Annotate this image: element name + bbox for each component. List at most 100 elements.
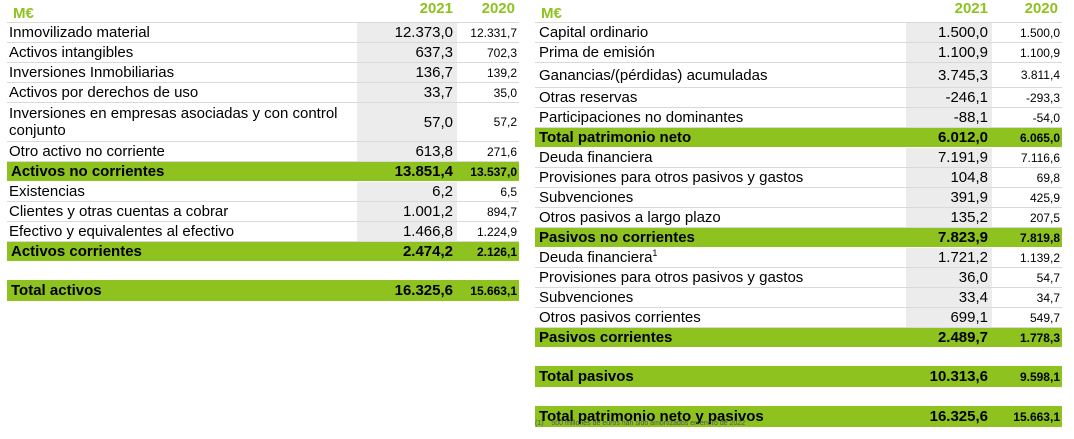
value-2021: -246,1 bbox=[906, 88, 992, 107]
liabilities-header-row: M€ 2021 2020 bbox=[535, 0, 1062, 23]
value-2020: 54,7 bbox=[1036, 270, 1060, 285]
value-2021: 2.474,2 bbox=[402, 243, 453, 260]
table-row: Inversiones Inmobiliarias 136,7 139,2 bbox=[7, 63, 519, 83]
row-label: Pasivos no corrientes bbox=[539, 229, 695, 246]
value-2021: 7.823,9 bbox=[937, 229, 988, 246]
row-label: Existencias bbox=[9, 183, 85, 200]
value-2021: 3.745,3 bbox=[906, 63, 992, 87]
year-2020-header: 2020 bbox=[481, 0, 515, 17]
value-2021: 36,0 bbox=[906, 268, 992, 287]
value-2021: 135,2 bbox=[906, 208, 992, 227]
value-2021: 613,8 bbox=[357, 142, 457, 161]
row-label: Pasivos corrientes bbox=[539, 329, 673, 346]
value-2020: 894,7 bbox=[486, 204, 517, 219]
footnote: (1) 500 millones de euros han sido amort… bbox=[535, 420, 745, 427]
table-row: Subvenciones 33,4 34,7 bbox=[535, 288, 1062, 308]
value-2021: 7.191,9 bbox=[906, 148, 992, 167]
table-row: Provisiones para otros pasivos y gastos … bbox=[535, 268, 1062, 288]
value-2021: 1.721,2 bbox=[906, 248, 992, 267]
value-2020: 6,5 bbox=[500, 184, 517, 199]
value-2020: 69,8 bbox=[1036, 170, 1060, 185]
value-2021: 1.001,2 bbox=[357, 202, 457, 221]
row-label: Inversiones en empresas asociadas y con … bbox=[9, 105, 338, 139]
row-label: Total activos bbox=[11, 282, 102, 299]
value-2020: 34,7 bbox=[1036, 290, 1060, 305]
value-2020: 1.139,2 bbox=[1019, 250, 1060, 265]
value-2021: -88,1 bbox=[906, 108, 992, 127]
value-2021: 1.500,0 bbox=[906, 23, 992, 42]
row-label: Participaciones no dominantes bbox=[539, 109, 744, 126]
row-label: Inmovilizado material bbox=[9, 24, 150, 41]
value-2020: 425,9 bbox=[1029, 190, 1060, 205]
unit-label: M€ bbox=[13, 5, 34, 22]
value-2020: 139,2 bbox=[486, 65, 517, 80]
value-2021: 33,7 bbox=[357, 83, 457, 102]
subtotal-row: Total patrimonio neto 6.012,0 6.065,0 bbox=[535, 128, 1062, 148]
table-row: Provisiones para otros pasivos y gastos … bbox=[535, 168, 1062, 188]
liabilities-table: M€ 2021 2020 Capital ordinario 1.500,0 1… bbox=[535, 0, 1062, 428]
value-2020: 207,5 bbox=[1029, 210, 1060, 225]
table-row: Subvenciones 391,9 425,9 bbox=[535, 188, 1062, 208]
subtotal-row: Activos corrientes 2.474,2 2.126,1 bbox=[7, 242, 519, 262]
value-2021: 33,4 bbox=[906, 288, 992, 307]
row-label: Clientes y otras cuentas a cobrar bbox=[9, 203, 229, 220]
row-label: Subvenciones bbox=[539, 189, 634, 206]
footnote-marker: 1 bbox=[652, 248, 658, 258]
value-2021: 136,7 bbox=[357, 63, 457, 82]
row-label: Deuda financiera bbox=[539, 149, 653, 166]
row-label: Otras reservas bbox=[539, 89, 638, 106]
row-label: Otros pasivos corrientes bbox=[539, 309, 701, 326]
year-2020-header: 2020 bbox=[1024, 0, 1058, 17]
table-row: Activos intangibles 637,3 702,3 bbox=[7, 43, 519, 63]
row-label: Ganancias/(pérdidas) acumuladas bbox=[539, 66, 768, 84]
value-2020: 3.811,4 bbox=[1020, 68, 1060, 82]
value-2021: 16.325,6 bbox=[394, 282, 453, 299]
table-row: Deuda financiera 7.191,9 7.116,6 bbox=[535, 148, 1062, 168]
subtotal-row: Pasivos corrientes 2.489,7 1.778,3 bbox=[535, 328, 1062, 348]
row-label: Subvenciones bbox=[539, 289, 634, 306]
row-label: Total pasivos bbox=[539, 368, 634, 385]
table-row: Otras reservas -246,1 -293,3 bbox=[535, 88, 1062, 108]
row-label: Activos por derechos de uso bbox=[9, 84, 199, 101]
table-row: Existencias 6,2 6,5 bbox=[7, 182, 519, 202]
value-2020: 15.663,1 bbox=[470, 283, 517, 298]
row-label: Inversiones Inmobiliarias bbox=[9, 64, 175, 81]
value-2021: 104,8 bbox=[906, 168, 992, 187]
value-2020: 13.537,0 bbox=[470, 164, 517, 179]
value-2020: 1.224,9 bbox=[476, 224, 517, 239]
table-row: Prima de emisión 1.100,9 1.100,9 bbox=[535, 43, 1062, 63]
assets-header-row: M€ 2021 2020 bbox=[7, 0, 519, 23]
value-2020: 2.126,1 bbox=[476, 244, 517, 259]
table-row: Otro activo no corriente 613,8 271,6 bbox=[7, 142, 519, 162]
value-2020: 35,0 bbox=[493, 85, 517, 100]
row-label: Activos no corrientes bbox=[11, 163, 165, 180]
value-2020: 271,6 bbox=[486, 144, 517, 159]
grand-total-row: Total activos 16.325,6 15.663,1 bbox=[7, 280, 519, 302]
value-2021: 699,1 bbox=[906, 308, 992, 327]
value-2020: -293,3 bbox=[1025, 90, 1060, 105]
row-label: Activos corrientes bbox=[11, 243, 142, 260]
value-2020: 9.598,1 bbox=[1019, 369, 1060, 384]
row-label: Efectivo y equivalentes al efectivo bbox=[9, 223, 235, 240]
value-2021: 10.313,6 bbox=[929, 368, 988, 385]
value-2021: 1.466,8 bbox=[357, 222, 457, 241]
value-2021: 16.325,6 bbox=[929, 408, 988, 425]
table-row: Inversiones en empresas asociadas y con … bbox=[7, 103, 519, 142]
row-label: Activos intangibles bbox=[9, 44, 134, 61]
table-row: Capital ordinario 1.500,0 1.500,0 bbox=[535, 23, 1062, 43]
table-row: Ganancias/(pérdidas) acumuladas 3.745,3 … bbox=[535, 63, 1062, 88]
row-label: Capital ordinario bbox=[539, 24, 649, 41]
table-row: Activos por derechos de uso 33,7 35,0 bbox=[7, 83, 519, 103]
value-2020: 15.663,1 bbox=[1013, 409, 1060, 424]
year-2021-header: 2021 bbox=[419, 0, 453, 17]
row-label: Otro activo no corriente bbox=[9, 143, 165, 160]
row-label: Total patrimonio neto y pasivos bbox=[539, 408, 764, 425]
table-row: Participaciones no dominantes -88,1 -54,… bbox=[535, 108, 1062, 128]
table-row: Otros pasivos corrientes 699,1 549,7 bbox=[535, 308, 1062, 328]
value-2021: 57,0 bbox=[357, 103, 457, 141]
row-label: Total patrimonio neto bbox=[539, 129, 692, 146]
row-label: Prima de emisión bbox=[539, 44, 655, 61]
row-label: Otros pasivos a largo plazo bbox=[539, 209, 721, 226]
table-row: Deuda financiera1 1.721,2 1.139,2 bbox=[535, 248, 1062, 268]
table-row: Clientes y otras cuentas a cobrar 1.001,… bbox=[7, 202, 519, 222]
